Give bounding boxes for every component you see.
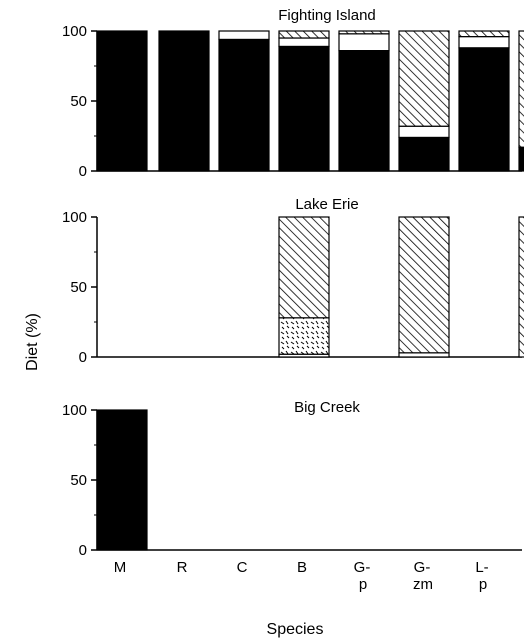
x-tick-label: M — [114, 559, 127, 576]
x-tick-label: G- — [414, 559, 431, 576]
bar-stack-G-p — [338, 30, 390, 172]
bar-segment-open — [338, 33, 390, 52]
bar-segment-hatched — [278, 216, 330, 319]
bar-segment-solid — [278, 45, 330, 172]
bar-stack-L-zm — [518, 216, 524, 358]
bar-stack-L-p — [458, 30, 510, 172]
y-tick-label: 100 — [62, 402, 87, 419]
bar-stack-B — [278, 30, 330, 172]
bar-stack-G-zm — [398, 216, 450, 358]
bar-stack-L-zm — [518, 30, 524, 172]
bar-stack-B — [278, 216, 330, 358]
panel-2: Lake Erie 0 50 100 — [62, 196, 524, 366]
bar-segment-hatched — [518, 216, 524, 358]
bar-segment-hatched — [518, 30, 524, 148]
panel-3: Big Creek 0 50 100 — [62, 399, 522, 559]
x-tick-label: C — [237, 559, 248, 576]
bar-segment-hatched — [278, 30, 330, 39]
x-tick-label: B — [297, 559, 307, 576]
bar-segment-open — [458, 35, 510, 49]
y-tick-label: 50 — [70, 472, 87, 489]
x-tick-label-line2: p — [479, 576, 487, 593]
bar-segment-solid — [398, 136, 450, 172]
bar-stack-M — [96, 30, 148, 172]
y-tick-label: 50 — [70, 279, 87, 296]
panel-title: Big Creek — [294, 399, 360, 416]
panel-title: Fighting Island — [278, 7, 376, 24]
x-tick-label: L- — [475, 559, 488, 576]
bar-segment-open — [398, 125, 450, 138]
x-axis-title: Species — [267, 621, 324, 638]
bar-stack-R — [158, 30, 210, 172]
y-tick-label: 100 — [62, 23, 87, 40]
y-tick-label: 0 — [79, 163, 87, 180]
bar-segment-hatched — [458, 30, 510, 38]
bar-segment-dotted — [278, 317, 330, 355]
bar-segment-solid — [458, 47, 510, 172]
bar-segment-hatched — [338, 30, 390, 35]
y-tick-label: 100 — [62, 209, 87, 226]
bar-stack-M — [96, 409, 148, 551]
x-tick-label: R — [177, 559, 188, 576]
bar-stack-G-zm — [398, 30, 450, 172]
bar-segment-open — [278, 37, 330, 47]
bar-segment-solid — [518, 146, 524, 172]
x-tick-label: G- — [354, 559, 371, 576]
bar-stack-C — [218, 30, 270, 172]
y-tick-label: 0 — [79, 542, 87, 559]
y-axis-title: Diet (%) — [24, 313, 41, 371]
panel-1: Fighting Island 0 50 100 — [62, 7, 524, 180]
x-tick-label-line2: p — [359, 576, 367, 593]
x-tick-label-line2: zm — [413, 576, 433, 593]
bar-segment-open — [398, 352, 450, 358]
bar-segment-solid — [158, 30, 210, 172]
bar-segment-hatched — [398, 216, 450, 354]
bar-segment-open — [218, 30, 270, 40]
bar-segment-solid — [338, 49, 390, 172]
y-tick-label: 0 — [79, 349, 87, 366]
bar-segment-hatched — [398, 30, 450, 127]
bar-segment-solid — [218, 38, 270, 172]
bar-segment-solid — [96, 30, 148, 172]
y-tick-label: 50 — [70, 93, 87, 110]
bar-segment-solid — [96, 409, 148, 551]
panel-title: Lake Erie — [295, 196, 358, 213]
